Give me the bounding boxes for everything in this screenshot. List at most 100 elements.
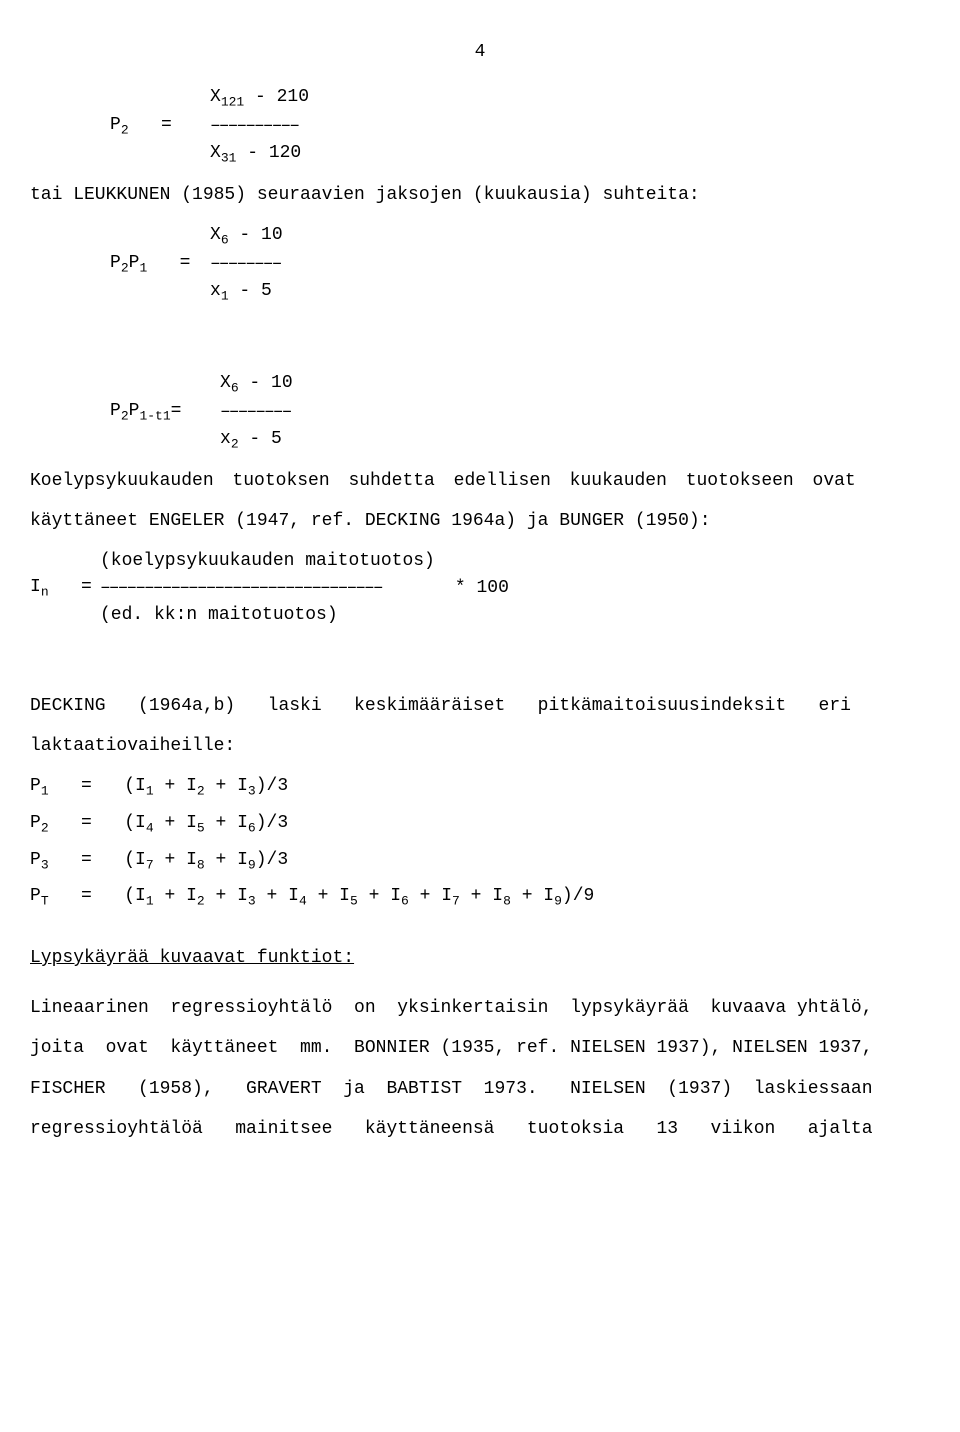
- num-var: X: [210, 225, 221, 245]
- eq-p1: P1 = (I1 + I2 + I3)/3: [30, 774, 930, 801]
- sub: 2: [121, 123, 129, 138]
- text-4b: joita ovat käyttäneet mm. BONNIER (1935,…: [30, 1036, 930, 1061]
- t: + I: [205, 886, 248, 906]
- t: + I: [205, 776, 248, 796]
- sub: 2: [197, 894, 205, 909]
- text-3a: DECKING (1964a,b) laski keskimääräiset p…: [30, 694, 930, 719]
- multiplier: * 100: [455, 576, 509, 601]
- eq: =: [81, 776, 92, 796]
- frac-line: ––––––––––––––––––––––––––––––––: [100, 576, 435, 601]
- formula-p2p1: P2P1 = X6 - 10 –––––––– x1 - 5: [110, 223, 930, 306]
- t: + I: [154, 886, 197, 906]
- sub: T: [41, 894, 49, 909]
- sub: 1: [41, 784, 49, 799]
- t: (I: [124, 776, 146, 796]
- sub: 4: [146, 820, 154, 835]
- frac-line: ––––––––––: [210, 114, 309, 139]
- num-rest: - 10: [239, 373, 293, 393]
- t: )/3: [256, 850, 288, 870]
- frac-line: ––––––––: [220, 400, 293, 425]
- lhs: P: [30, 886, 41, 906]
- frac-line: ––––––––: [210, 252, 283, 277]
- lhs: P: [30, 850, 41, 870]
- eq-p3: P3 = (I7 + I8 + I9)/3: [30, 848, 930, 875]
- sub: 2: [197, 784, 205, 799]
- t: )/9: [562, 886, 594, 906]
- lhs: P: [30, 776, 41, 796]
- sub: 8: [197, 857, 205, 872]
- den-rest: - 5: [239, 429, 282, 449]
- sub: 1: [146, 784, 154, 799]
- den-rest: - 5: [229, 281, 272, 301]
- text-4c: FISCHER (1958), GRAVERT ja BABTIST 1973.…: [30, 1077, 930, 1102]
- t: + I: [154, 850, 197, 870]
- sub: 6: [221, 233, 229, 248]
- lhs: P: [30, 813, 41, 833]
- eq: =: [81, 850, 92, 870]
- sub: 6: [401, 894, 409, 909]
- sub: 8: [503, 894, 511, 909]
- sub: 2: [121, 408, 129, 423]
- sub: 9: [248, 857, 256, 872]
- t: + I: [358, 886, 401, 906]
- sub: 5: [350, 894, 358, 909]
- den-var: x: [220, 429, 231, 449]
- sub: 4: [299, 894, 307, 909]
- sub: 1: [139, 261, 147, 276]
- t: (I: [124, 850, 146, 870]
- text-3b: laktaatiovaiheille:: [30, 734, 930, 759]
- formula-in: In = (koelypsykuukauden maitotuotos) –––…: [30, 549, 930, 629]
- sub: 3: [248, 784, 256, 799]
- den-var: x: [210, 281, 221, 301]
- sub: 2: [41, 820, 49, 835]
- num-var: X: [220, 373, 231, 393]
- eq: =: [161, 115, 172, 135]
- eq: =: [81, 577, 92, 597]
- sub: 2: [121, 261, 129, 276]
- text-1: tai LEUKKUNEN (1985) seuraavien jaksojen…: [30, 183, 930, 208]
- sub: 31: [221, 151, 237, 166]
- page-number: 4: [30, 40, 930, 65]
- sub: 5: [197, 820, 205, 835]
- eq: =: [171, 401, 182, 421]
- sub: 7: [146, 857, 154, 872]
- eq-pt: PT = (I1 + I2 + I3 + I4 + I5 + I6 + I7 +…: [30, 884, 930, 911]
- num-rest: - 210: [244, 87, 309, 107]
- sub: 1: [146, 894, 154, 909]
- t: + I: [409, 886, 452, 906]
- t: + I: [307, 886, 350, 906]
- formula-p2: P2 = X121 - 210 –––––––––– X31 - 120: [110, 85, 930, 168]
- t: + I: [154, 813, 197, 833]
- t: )/3: [256, 813, 288, 833]
- text-2b: käyttäneet ENGELER (1947, ref. DECKING 1…: [30, 509, 930, 534]
- num-rest: - 10: [229, 225, 283, 245]
- t: + I: [460, 886, 503, 906]
- denominator: (ed. kk:n maitotuotos): [100, 601, 435, 628]
- formula-p2p1t1: P2P1-t1= X6 - 10 –––––––– x2 - 5: [110, 371, 930, 454]
- t: + I: [154, 776, 197, 796]
- sub: 2: [231, 436, 239, 451]
- var-i: I: [30, 577, 41, 597]
- var-p: P: [110, 115, 121, 135]
- t: + I: [256, 886, 299, 906]
- eq: =: [180, 253, 191, 273]
- sub: 1: [221, 289, 229, 304]
- sub: 6: [231, 380, 239, 395]
- sub: 121: [221, 95, 244, 110]
- num-var: X: [210, 87, 221, 107]
- sub: 3: [248, 894, 256, 909]
- eq: =: [81, 886, 92, 906]
- text-4d: regressioyhtälöä mainitsee käyttäneensä …: [30, 1117, 930, 1142]
- numerator: (koelypsykuukauden maitotuotos): [100, 549, 435, 576]
- t: (I: [124, 813, 146, 833]
- den-rest: - 120: [236, 143, 301, 163]
- sub: 9: [554, 894, 562, 909]
- var-p: P: [110, 401, 121, 421]
- t: + I: [205, 850, 248, 870]
- eq-p2: P2 = (I4 + I5 + I6)/3: [30, 811, 930, 838]
- t: + I: [205, 813, 248, 833]
- t: (I: [124, 886, 146, 906]
- eq: =: [81, 813, 92, 833]
- text-4a: Lineaarinen regressioyhtälö on yksinkert…: [30, 996, 930, 1021]
- sub: 7: [452, 894, 460, 909]
